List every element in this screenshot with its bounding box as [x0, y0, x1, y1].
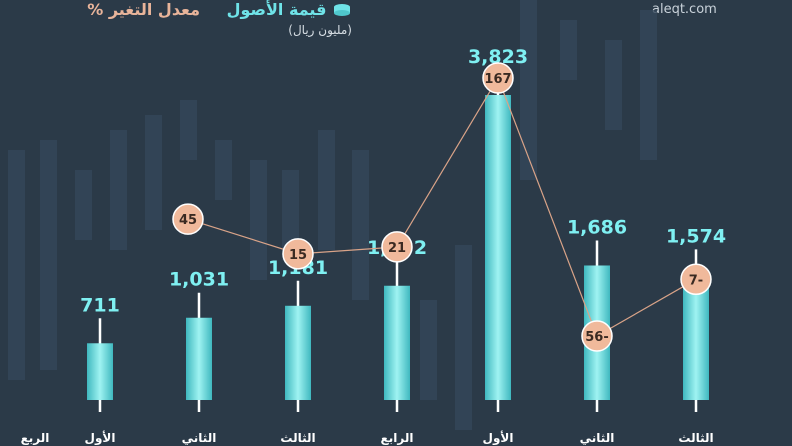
legend-assets-label: قيمة الأصول: [226, 0, 327, 19]
change-marker: [680, 263, 712, 296]
asset-value-label: 1,031: [169, 269, 229, 291]
bg-candle-15: [605, 40, 622, 130]
change-marker: [581, 320, 613, 352]
asset-value-label: 711: [80, 294, 120, 316]
asset-value-label: 3,823: [468, 46, 528, 68]
category-label: الثاني: [182, 431, 217, 445]
source-text: aleqt.com: [652, 2, 717, 17]
category-label: الأول: [483, 430, 514, 446]
bg-candle-10: [352, 150, 369, 300]
change-marker: [282, 238, 314, 270]
bg-candle-6: [215, 140, 232, 200]
change-line: [187, 76, 697, 337]
category-label: الأول: [85, 430, 116, 446]
asset-bar: [683, 274, 709, 400]
bg-candle-7: [250, 160, 267, 280]
legend-assets: قيمة الأصول (مليون ريال): [222, 0, 352, 37]
bg-candle-5: [180, 100, 197, 160]
change-value-label: 167: [484, 72, 511, 87]
asset-bar: [186, 317, 212, 400]
bg-candle-9: [318, 130, 335, 250]
category-label: الربع: [21, 431, 50, 445]
bg-candle-0: [8, 150, 25, 380]
category-label: الثالث: [678, 431, 713, 445]
bg-candle-1: [40, 140, 57, 370]
bg-candle-13: [520, 0, 537, 180]
change-value-label: 56-: [585, 330, 609, 345]
coins-icon: [334, 3, 350, 16]
category-label: الثالث: [280, 431, 315, 445]
bg-candle-3: [110, 130, 127, 250]
asset-bar: [485, 95, 511, 400]
bg-candle-2: [75, 170, 92, 240]
change-value-label: 45: [179, 213, 197, 228]
bg-candle-4: [145, 115, 162, 230]
category-label: الثاني: [580, 431, 615, 445]
category-label: الرابع: [381, 431, 414, 445]
change-value-label: 15: [289, 248, 307, 263]
legend-change: معدل التغير %: [80, 0, 200, 19]
asset-bar: [384, 285, 410, 400]
legend-assets-unit: (مليون ريال): [288, 23, 352, 37]
change-value-label: 7-: [689, 273, 703, 288]
bg-candle-12: [455, 245, 472, 430]
asset-bar: [285, 305, 311, 400]
bg-candle-11: [420, 300, 437, 400]
asset-bar: [87, 343, 113, 400]
legend-change-label: معدل التغير %: [87, 0, 200, 19]
bg-candle-16: [640, 10, 657, 160]
change-marker: [172, 203, 204, 235]
change-marker: [381, 231, 413, 263]
bg-candle-8: [282, 170, 299, 260]
change-marker: [482, 62, 514, 94]
change-value-label: 21: [388, 241, 406, 256]
asset-value-label: 1,574: [666, 225, 726, 247]
asset-value-label: 1,686: [567, 216, 627, 238]
bg-candle-14: [560, 20, 577, 80]
